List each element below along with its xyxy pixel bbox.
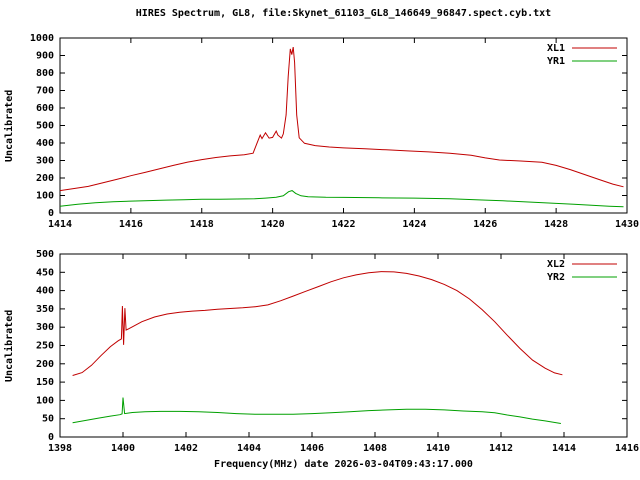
y-tick-label: 1000 (30, 33, 54, 44)
y-tick-label: 0 (48, 432, 54, 443)
x-tick-label: 1416 (119, 219, 143, 230)
y-tick-label: 450 (36, 267, 54, 278)
x-tick-label: 1406 (300, 443, 324, 454)
x-tick-label: 1412 (489, 443, 513, 454)
x-tick-label: 1416 (615, 443, 639, 454)
y-tick-label: 300 (36, 156, 54, 167)
series-YR1-line (59, 190, 624, 208)
y-tick-label: 400 (36, 286, 54, 297)
y-tick-label: 700 (36, 86, 54, 97)
legend-label-XL2: XL2 (547, 259, 565, 270)
y-tick-label: 500 (36, 121, 54, 132)
y-tick-label: 400 (36, 138, 54, 149)
y-tick-label: 800 (36, 68, 54, 79)
x-tick-label: 1410 (426, 443, 450, 454)
x-tick-label: 1426 (473, 219, 497, 230)
y-tick-label: 100 (36, 191, 54, 202)
y-tick-label: 200 (36, 359, 54, 370)
series-XL2-line (72, 271, 563, 376)
x-tick-label: 1398 (48, 443, 72, 454)
legend-label-YR2: YR2 (547, 272, 565, 283)
x-tick-label: 1404 (237, 443, 261, 454)
y-tick-label: 900 (36, 51, 54, 62)
series-YR2-line (72, 397, 561, 424)
x-axis-label: Frequency(MHz) date 2026-03-04T09:43:17.… (214, 459, 473, 470)
plot-border (59, 253, 628, 438)
y-tick-label: 600 (36, 103, 54, 114)
x-tick-label: 1428 (544, 219, 568, 230)
x-tick-label: 1424 (402, 219, 426, 230)
plot-border (59, 37, 628, 214)
y-tick-label: 250 (36, 341, 54, 352)
y-tick-label: 0 (48, 208, 54, 219)
y-tick-label: 300 (36, 322, 54, 333)
spectrum-plot-bottom: 1398 1400 1402 1404 1406 1408 1410 1412 1414 1416… (36, 249, 639, 454)
x-tick-label: 1414 (552, 443, 576, 454)
x-tick-label: 1400 (111, 443, 135, 454)
chart-title: HIRES Spectrum, GL8, file:Skynet_61103_G… (135, 8, 552, 19)
x-tick-label: 1414 (48, 219, 72, 230)
y-tick-label: 100 (36, 395, 54, 406)
legend-label-YR1: YR1 (547, 56, 565, 67)
x-tick-label: 1408 (363, 443, 387, 454)
x-tick-label: 1430 (615, 219, 639, 230)
y-tick-label: 50 (42, 414, 54, 425)
x-tick-label: 1422 (331, 219, 355, 230)
x-tick-label: 1418 (190, 219, 214, 230)
x-tick-label: 1420 (261, 219, 285, 230)
y-tick-label: 350 (36, 304, 54, 315)
series-XL1-line (59, 47, 624, 192)
y-tick-label: 150 (36, 377, 54, 388)
y-tick-label: 200 (36, 173, 54, 184)
x-tick-label: 1402 (174, 443, 198, 454)
spectrum-plot-top: 1414 1416 1418 1420 1422 1424 1426 1428 1430 0 100… (30, 33, 639, 230)
legend-label-XL1: XL1 (547, 43, 565, 54)
y-tick-label: 500 (36, 249, 54, 260)
